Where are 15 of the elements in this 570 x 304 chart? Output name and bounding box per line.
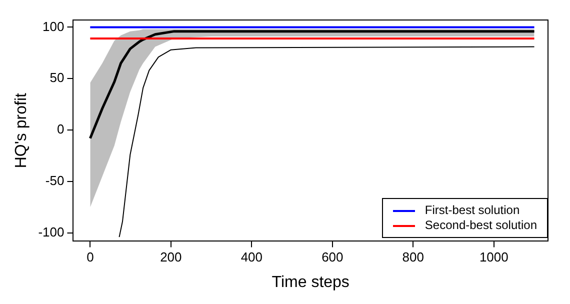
y-tick-label: -50 [45, 173, 64, 188]
x-tick-label: 800 [402, 250, 424, 265]
y-tick-label: 50 [50, 70, 64, 86]
x-tick-label: 1000 [479, 250, 508, 265]
y-tick-label: 100 [42, 18, 64, 34]
x-axis-title: Time steps [272, 274, 350, 291]
legend-label: First-best solution [424, 203, 520, 218]
x-tick-label: 400 [240, 250, 263, 265]
x-tick-label: 0 [86, 250, 94, 265]
y-axis-title: HQ's profit [13, 92, 30, 168]
y-tick-label: 0 [56, 122, 64, 137]
x-tick-label: 600 [322, 250, 344, 265]
legend-label: Second-best solution [424, 218, 537, 233]
x-tick-label: 200 [160, 250, 182, 265]
y-tick-label: -100 [38, 224, 64, 240]
